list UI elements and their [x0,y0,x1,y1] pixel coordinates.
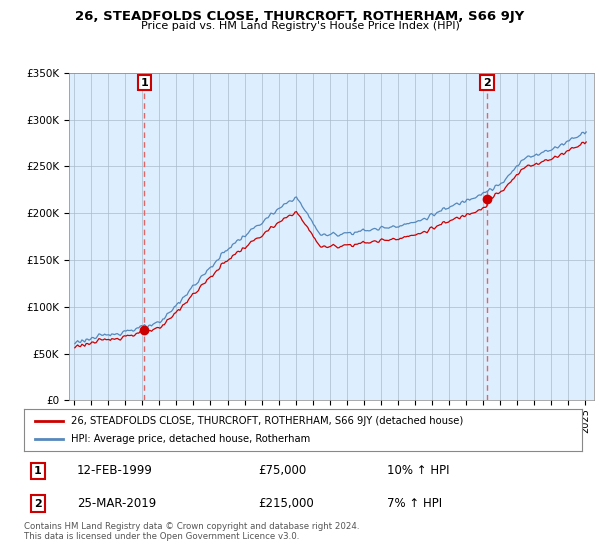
Text: 2: 2 [483,78,491,88]
Text: 1: 1 [140,78,148,88]
Text: 2: 2 [34,499,42,509]
Text: 26, STEADFOLDS CLOSE, THURCROFT, ROTHERHAM, S66 9JY (detached house): 26, STEADFOLDS CLOSE, THURCROFT, ROTHERH… [71,416,464,426]
Text: £215,000: £215,000 [259,497,314,510]
Text: 10% ↑ HPI: 10% ↑ HPI [387,464,449,478]
Text: Price paid vs. HM Land Registry's House Price Index (HPI): Price paid vs. HM Land Registry's House … [140,21,460,31]
Text: 1: 1 [34,466,42,476]
Text: 25-MAR-2019: 25-MAR-2019 [77,497,156,510]
Text: 26, STEADFOLDS CLOSE, THURCROFT, ROTHERHAM, S66 9JY: 26, STEADFOLDS CLOSE, THURCROFT, ROTHERH… [76,10,524,23]
Text: 7% ↑ HPI: 7% ↑ HPI [387,497,442,510]
Text: £75,000: £75,000 [259,464,307,478]
Text: Contains HM Land Registry data © Crown copyright and database right 2024.
This d: Contains HM Land Registry data © Crown c… [24,522,359,542]
Text: HPI: Average price, detached house, Rotherham: HPI: Average price, detached house, Roth… [71,434,311,444]
Text: 12-FEB-1999: 12-FEB-1999 [77,464,153,478]
